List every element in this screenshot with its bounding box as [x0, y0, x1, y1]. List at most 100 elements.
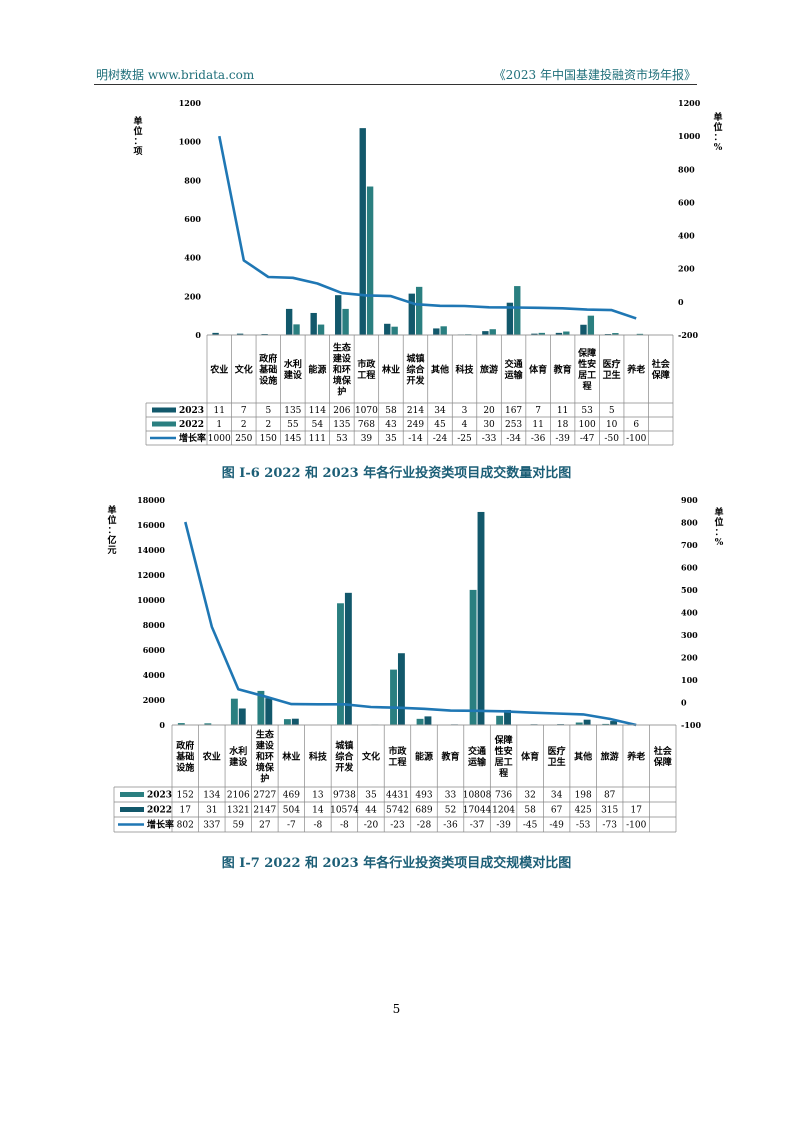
data-label-1-17: 17: [630, 806, 642, 816]
left-axis-tick: 4000: [143, 670, 166, 680]
category-label-16: 医疗卫生: [603, 358, 621, 381]
data-label-0-4: 469: [283, 791, 300, 801]
data-label-1-6: 10574: [330, 806, 359, 816]
data-label-1-3: 55: [287, 420, 299, 430]
bar-2022-3: [293, 324, 300, 335]
right-axis-label: 单位：%: [714, 506, 723, 548]
data-label-0-4: 114: [309, 406, 326, 416]
bar-2022-14: [563, 331, 570, 335]
category-label-0: 政府基础设施: [175, 740, 194, 774]
bar-2023-14: [555, 332, 563, 335]
category-label-3: 水利建设: [284, 358, 303, 381]
left-axis-tick: 1200: [179, 98, 202, 108]
data-label-2-1: 250: [235, 434, 252, 444]
data-label-0-14: 11: [557, 406, 568, 416]
category-label-8: 城镇综合开发: [406, 353, 425, 387]
chart-title-2: 图 I-7 2022 和 2023 年各行业投资类项目成交规模对比图: [221, 856, 572, 871]
category-label-2: 水利建设: [229, 745, 248, 768]
category-label-10: 教育: [441, 751, 460, 763]
data-label-2-14: -39: [555, 434, 570, 444]
bar-2023-2: [230, 698, 238, 725]
data-label-0-9: 34: [434, 406, 446, 416]
data-label-2-5: 53: [336, 434, 348, 444]
data-label-0-1: 134: [203, 791, 220, 801]
data-label-1-8: 249: [407, 420, 424, 430]
data-label-0-7: 58: [385, 406, 397, 416]
data-label-2-10: -36: [443, 821, 458, 831]
data-label-0-14: 34: [551, 791, 563, 801]
right-axis-tick: 400: [678, 231, 695, 241]
data-label-0-12: 736: [495, 791, 512, 801]
data-label-2-3: 145: [284, 434, 301, 444]
category-label-5: 科技: [309, 751, 328, 763]
data-label-1-13: 58: [524, 806, 536, 816]
category-label-15: 其他: [574, 751, 592, 763]
right-axis-tick: 800: [678, 164, 695, 174]
bar-2022-12: [514, 286, 521, 335]
bar-2022-8: [415, 286, 423, 335]
chart-project-scale: 0200040006000800010000120001400016000180…: [107, 495, 724, 833]
data-label-2-0: 1000: [208, 434, 231, 444]
bar-2022-16: [612, 333, 619, 335]
left-axis-tick: 8000: [143, 620, 166, 630]
category-label-18: 社会保障: [651, 358, 671, 381]
right-axis-tick: 700: [681, 540, 698, 550]
right-axis-tick: 100: [681, 675, 698, 685]
data-label-1-2: 2: [265, 420, 271, 430]
data-label-1-12: 1204: [492, 806, 515, 816]
bar-2023-4: [283, 719, 291, 725]
data-label-1-1: 31: [206, 806, 217, 816]
header-left: 明树数据 www.bridata.com: [96, 68, 255, 82]
data-label-2-13: -45: [523, 821, 538, 831]
legend-key-2023: [152, 407, 176, 413]
data-label-2-3: 27: [259, 821, 271, 831]
left-axis-tick: 800: [184, 175, 201, 185]
left-axis-tick: 16000: [137, 520, 165, 530]
data-label-0-0: 152: [177, 791, 194, 801]
chart-project-count: 0 200 400 600 800 1000 1200 -200 0 200 400 600 800 10…: [133, 98, 723, 446]
data-label-1-7: 44: [365, 806, 377, 816]
category-label-4: 林业: [282, 751, 300, 763]
bar-2022-3: [265, 698, 273, 725]
data-label-0-10: 33: [445, 791, 457, 801]
data-label-1-4: 54: [312, 420, 324, 430]
data-label-2-0: 802: [177, 821, 194, 831]
left-axis-tick: 600: [184, 214, 201, 224]
data-label-1-7: 43: [385, 420, 397, 430]
bar-2023-0: [212, 332, 219, 335]
category-label-14: 教育: [553, 364, 572, 376]
left-axis-tick: 2000: [143, 695, 166, 705]
legend-key-2022: [120, 807, 144, 812]
data-label-1-10: 4: [462, 420, 468, 430]
data-label-1-11: 17044: [463, 806, 492, 816]
left-axis-tick: 0: [195, 330, 201, 340]
data-label-2-7: -20: [364, 821, 379, 831]
data-label-2-8: -23: [390, 821, 405, 831]
bar-2023-1: [204, 723, 212, 725]
data-label-0-13: 32: [524, 791, 535, 801]
category-label-14: 医疗卫生: [548, 745, 566, 768]
data-label-0-13: 7: [535, 406, 541, 416]
data-label-2-17: -100: [626, 434, 646, 444]
data-label-1-6: 768: [358, 420, 375, 430]
bar-2023-5: [335, 295, 342, 335]
data-label-2-6: 39: [361, 434, 373, 444]
data-label-2-11: -33: [482, 434, 497, 444]
right-axis-tick: 500: [681, 585, 698, 595]
data-label-2-2: 59: [233, 821, 245, 831]
category-label-9: 其他: [431, 364, 449, 376]
data-label-0-16: 87: [604, 791, 616, 801]
right-axis-tick: -200: [678, 330, 698, 340]
bar-2022-8: [397, 653, 405, 725]
category-label-16: 旅游: [601, 751, 619, 763]
data-label-2-13: -36: [531, 434, 546, 444]
data-label-2-12: -39: [496, 821, 511, 831]
category-label-4: 能源: [308, 364, 326, 376]
data-label-1-0: 17: [180, 806, 192, 816]
bar-2023-8: [408, 293, 415, 335]
bar-2022-4: [317, 324, 325, 335]
data-label-0-1: 7: [241, 406, 247, 416]
category-label-0: 农业: [209, 364, 228, 376]
data-label-1-11: 30: [483, 420, 495, 430]
data-label-0-0: 11: [214, 406, 225, 416]
